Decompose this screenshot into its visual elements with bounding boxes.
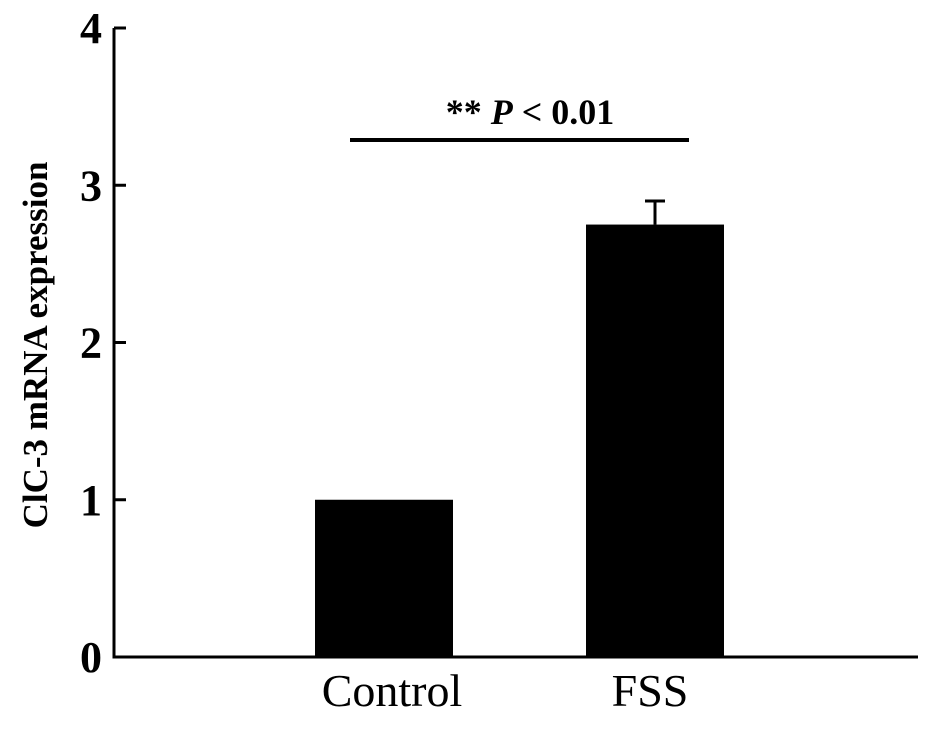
bars xyxy=(315,224,724,657)
x-tick-labels: Control FSS xyxy=(322,665,689,716)
bar-control xyxy=(315,499,453,657)
y-tick-label: 1 xyxy=(80,476,102,525)
error-bars xyxy=(645,199,665,225)
y-tick-label: 4 xyxy=(80,4,102,53)
x-tick-label-control: Control xyxy=(322,665,463,716)
x-tick-label-fss: FSS xyxy=(612,665,689,716)
significance-annotation: ** P < 0.01 xyxy=(350,92,689,142)
p-symbol: P xyxy=(490,92,514,132)
bar-fss xyxy=(586,224,724,657)
y-tick-label: 3 xyxy=(80,161,102,210)
y-ticks: 0 1 2 3 4 xyxy=(80,4,126,682)
significance-stars: ** xyxy=(446,92,491,132)
y-tick-label: 0 xyxy=(80,633,102,682)
significance-label: ** P < 0.01 xyxy=(446,92,615,132)
y-axis-label: ClC-3 mRNA expression xyxy=(16,162,55,529)
y-tick-label: 2 xyxy=(80,319,102,368)
p-relation: < 0.01 xyxy=(513,92,615,132)
error-bar-fss xyxy=(645,199,665,225)
